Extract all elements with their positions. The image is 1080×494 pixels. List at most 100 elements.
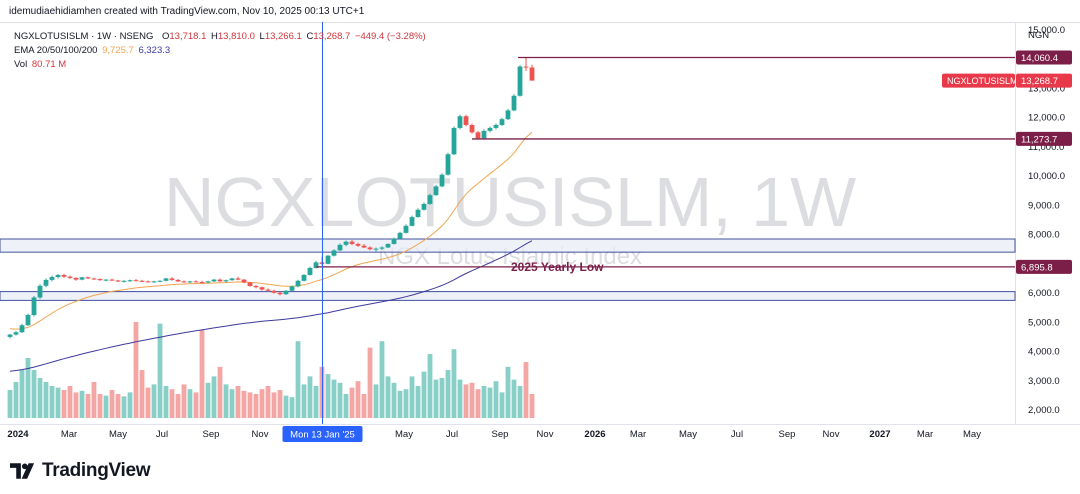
candle-body[interactable]: [241, 279, 247, 283]
candle-body[interactable]: [79, 277, 85, 280]
candle-body[interactable]: [295, 280, 301, 287]
candle-body[interactable]: [301, 274, 307, 281]
support-band-0[interactable]: [0, 238, 1016, 253]
volume-bar: [211, 376, 217, 418]
candle-body[interactable]: [121, 280, 127, 282]
candle-body[interactable]: [313, 262, 319, 268]
candle-body[interactable]: [445, 154, 451, 175]
candle-body[interactable]: [247, 282, 253, 287]
candle-body[interactable]: [73, 277, 79, 280]
candle-body[interactable]: [67, 276, 73, 278]
legend-ema-label[interactable]: EMA 20/50/100/200: [14, 45, 98, 56]
volume-bar: [157, 323, 163, 418]
candle-body[interactable]: [433, 186, 439, 196]
candle-body[interactable]: [187, 281, 193, 283]
volume-bar: [7, 390, 13, 418]
candle-body[interactable]: [145, 281, 151, 283]
candle-body[interactable]: [355, 243, 361, 246]
candle-body[interactable]: [529, 67, 535, 81]
candle-body[interactable]: [205, 281, 211, 283]
candle-body[interactable]: [265, 289, 271, 291]
candle-body[interactable]: [289, 286, 295, 291]
candle-body[interactable]: [409, 217, 415, 226]
candle-body[interactable]: [55, 274, 61, 277]
candle-body[interactable]: [517, 66, 523, 96]
candle-body[interactable]: [43, 279, 49, 286]
candle-body[interactable]: [97, 279, 103, 281]
candle-body[interactable]: [115, 280, 121, 282]
candle-body[interactable]: [457, 116, 463, 128]
candle-body[interactable]: [109, 279, 115, 281]
candle-body[interactable]: [385, 243, 391, 248]
candle-body[interactable]: [505, 110, 511, 120]
candle-body[interactable]: [439, 174, 445, 187]
candle-body[interactable]: [271, 290, 277, 293]
candle-body[interactable]: [37, 285, 43, 298]
candle-body[interactable]: [397, 232, 403, 239]
candle-body[interactable]: [523, 66, 529, 68]
candle-body[interactable]: [337, 244, 343, 251]
candle-body[interactable]: [139, 280, 145, 282]
candle-body[interactable]: [427, 195, 433, 204]
candle-body[interactable]: [511, 95, 517, 111]
candle-body[interactable]: [91, 278, 97, 280]
candle-body[interactable]: [253, 286, 259, 288]
legend-vol-value: 80.71 M: [31, 59, 67, 70]
candle-body[interactable]: [163, 278, 169, 281]
candle-body[interactable]: [481, 130, 487, 139]
candle-body[interactable]: [469, 125, 475, 133]
candle-body[interactable]: [13, 332, 19, 335]
candle-body[interactable]: [343, 241, 349, 245]
support-band-1[interactable]: [0, 291, 1016, 301]
candle-body[interactable]: [487, 127, 493, 131]
candle-body[interactable]: [415, 209, 421, 218]
candle-body[interactable]: [391, 238, 397, 244]
candle-body[interactable]: [379, 247, 385, 249]
legend-symbol[interactable]: NGXLOTUSISLM · 1W · NSENG: [14, 31, 154, 42]
y-tick-label: 6,000.0: [1028, 288, 1060, 299]
candle-body[interactable]: [361, 245, 367, 248]
legend-vol-label[interactable]: Vol: [14, 59, 28, 70]
candle-body[interactable]: [499, 119, 505, 125]
candle-body[interactable]: [421, 203, 427, 210]
candle-body[interactable]: [181, 281, 187, 283]
currency-label[interactable]: NGN: [1028, 30, 1050, 41]
candle-body[interactable]: [475, 132, 481, 139]
candle-body[interactable]: [229, 278, 235, 281]
candle-body[interactable]: [169, 278, 175, 280]
candle-body[interactable]: [193, 281, 199, 283]
candle-body[interactable]: [61, 274, 67, 277]
candle-body[interactable]: [403, 225, 409, 233]
candle-body[interactable]: [331, 250, 337, 256]
candle-body[interactable]: [493, 125, 499, 128]
candle-body[interactable]: [151, 281, 157, 283]
candle-body[interactable]: [367, 247, 373, 250]
candle-body[interactable]: [211, 279, 217, 282]
candle-body[interactable]: [217, 279, 223, 282]
candle-body[interactable]: [19, 325, 25, 333]
candle-body[interactable]: [259, 287, 265, 290]
candle-body[interactable]: [451, 127, 457, 155]
candle-body[interactable]: [175, 279, 181, 282]
candle-body[interactable]: [235, 278, 241, 280]
candle-body[interactable]: [349, 241, 355, 244]
candle-body[interactable]: [283, 290, 289, 295]
candle-body[interactable]: [127, 280, 133, 282]
candle-body[interactable]: [7, 334, 13, 337]
candle-body[interactable]: [325, 255, 331, 264]
candle-body[interactable]: [85, 277, 91, 279]
volume-bar: [181, 384, 187, 418]
candle-body[interactable]: [223, 280, 229, 282]
candle-body[interactable]: [103, 279, 109, 281]
candle-body[interactable]: [463, 116, 469, 125]
candle-body[interactable]: [199, 281, 205, 283]
candle-body[interactable]: [307, 267, 313, 275]
candle-body[interactable]: [277, 292, 283, 295]
candle-body[interactable]: [31, 297, 37, 315]
candle-body[interactable]: [25, 315, 31, 326]
candle-body[interactable]: [373, 248, 379, 250]
candle-body[interactable]: [157, 280, 163, 282]
candle-body[interactable]: [49, 277, 55, 280]
candle-body[interactable]: [133, 280, 139, 282]
